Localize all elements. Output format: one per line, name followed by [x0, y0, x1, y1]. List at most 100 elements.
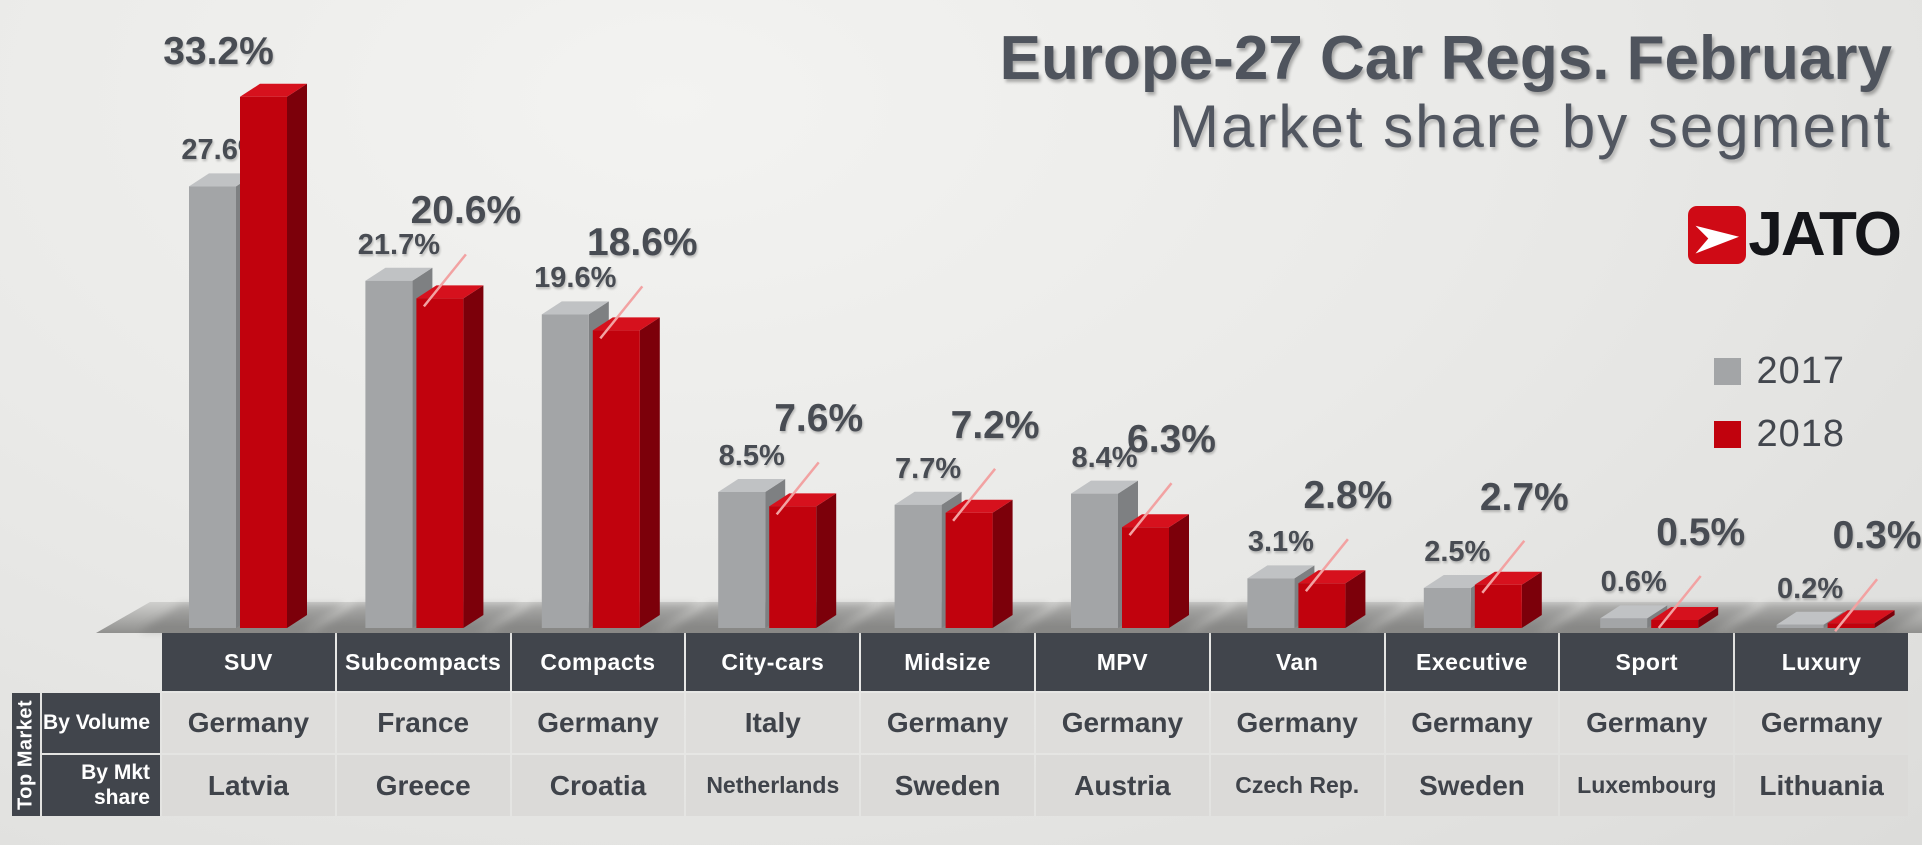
- value-label-2017-city-cars: 8.5%: [718, 440, 785, 472]
- bar-2018-sport: [1651, 607, 1719, 628]
- value-label-2017-van: 3.1%: [1247, 526, 1314, 559]
- cell-by-mkt-share-midsize: Sweden: [861, 755, 1034, 816]
- cell-by-mkt-share-compacts: Croatia: [511, 755, 685, 816]
- cell-by-volume-van: Germany: [1210, 693, 1384, 753]
- title-block: Europe-27 Car Regs. February Market shar…: [1000, 26, 1892, 158]
- bar-2018-midsize: [945, 499, 1013, 628]
- floor-shadow-executive: [1373, 604, 1580, 632]
- cell-by-volume-mpv: Germany: [1036, 693, 1209, 753]
- bar-2018-luxury: [1827, 610, 1895, 628]
- value-label-2018-suv: 33.2%: [163, 29, 274, 73]
- column-header-sport: Sport: [1560, 633, 1734, 691]
- value-label-2017-subcompacts: 21.7%: [357, 228, 441, 261]
- cell-by-mkt-share-city-cars: Netherlands: [686, 755, 860, 816]
- value-label-2018-subcompacts: 20.6%: [410, 189, 522, 233]
- bar-2017-van: [1247, 565, 1315, 628]
- legend-label-2017: 2017: [1756, 350, 1845, 392]
- floor-shadow-sport: [1550, 604, 1757, 632]
- value-label-2017-mpv: 8.4%: [1071, 441, 1138, 474]
- bar-2018-suv: [240, 83, 307, 629]
- cell-by-volume-subcompacts: France: [336, 693, 510, 753]
- value-label-2018-compacts: 18.6%: [587, 221, 698, 265]
- bar-2017-executive: [1423, 575, 1491, 628]
- value-label-2017-sport: 0.6%: [1600, 566, 1667, 599]
- floor-shadow-subcompacts: [315, 604, 522, 632]
- column-header-subcompacts: Subcompacts: [336, 633, 510, 691]
- row-label-by-volume: By Volume: [42, 693, 160, 753]
- table-corner-spacer: [12, 633, 160, 691]
- chart-title: Europe-27 Car Regs. February: [999, 24, 1892, 93]
- cell-by-volume-sport: Germany: [1560, 693, 1734, 753]
- value-label-2017-executive: 2.5%: [1424, 536, 1491, 568]
- value-label-2018-luxury: 0.3%: [1832, 514, 1922, 558]
- column-header-luxury: Luxury: [1735, 633, 1908, 691]
- floor-shadow-van: [1197, 604, 1404, 632]
- value-label-2017-compacts: 19.6%: [534, 262, 617, 295]
- leader-line-midsize: [952, 468, 997, 522]
- top-market-table: SUV Subcompacts Compacts City-cars Midsize MP…: [12, 633, 1908, 816]
- bar-2018-city-cars: [769, 493, 837, 628]
- bar-2018-mpv: [1122, 514, 1189, 628]
- column-header-city-cars: City-cars: [686, 633, 860, 691]
- cell-by-volume-city-cars: Italy: [686, 693, 860, 753]
- legend-label-2018: 2018: [1756, 413, 1845, 455]
- bar-2017-sport: [1600, 605, 1668, 628]
- cell-by-volume-luxury: Germany: [1735, 693, 1908, 753]
- bar-2017-suv: [189, 173, 256, 628]
- cell-by-mkt-share-mpv: Austria: [1036, 755, 1209, 816]
- cell-by-volume-midsize: Germany: [861, 693, 1034, 753]
- legend-item-2017: 2017: [1714, 350, 1845, 393]
- cell-by-volume-compacts: Germany: [511, 693, 685, 753]
- leader-line-sport: [1657, 575, 1702, 629]
- value-label-2018-van: 2.8%: [1303, 474, 1393, 518]
- bar-2018-compacts: [592, 317, 660, 628]
- floor-shadow-luxury: [1726, 604, 1922, 632]
- value-label-2018-city-cars: 7.6%: [774, 397, 864, 441]
- legend-item-2018: 2018: [1714, 413, 1845, 456]
- value-label-2017-luxury: 0.2%: [1777, 572, 1844, 605]
- column-header-midsize: Midsize: [861, 633, 1034, 691]
- bar-2018-executive: [1474, 571, 1542, 628]
- cell-by-volume-suv: Germany: [162, 693, 335, 753]
- cell-by-mkt-share-van: Czech Rep.: [1210, 755, 1384, 816]
- value-label-2018-executive: 2.7%: [1479, 475, 1569, 519]
- top-market-vertical-label: Top Market: [12, 693, 40, 816]
- leader-line-executive: [1481, 540, 1526, 594]
- legend-swatch-2017: [1714, 358, 1742, 385]
- floor-shadow-compacts: [491, 604, 698, 632]
- column-header-mpv: MPV: [1036, 633, 1209, 691]
- bar-2018-van: [1298, 570, 1366, 628]
- bar-2017-midsize: [894, 491, 962, 628]
- column-header-suv: SUV: [162, 633, 335, 691]
- bar-2017-subcompacts: [365, 267, 433, 628]
- jato-logo-text: JATO: [1748, 200, 1902, 269]
- leader-line-luxury: [1834, 578, 1879, 632]
- cell-by-mkt-share-subcompacts: Greece: [336, 755, 510, 816]
- bar-2017-city-cars: [718, 479, 786, 628]
- leader-line-city-cars: [775, 461, 820, 516]
- chart-legend: 2017 2018: [1714, 350, 1845, 456]
- value-label-2017-midsize: 7.7%: [895, 452, 962, 485]
- cell-by-mkt-share-executive: Sweden: [1385, 755, 1559, 816]
- leader-line-compacts: [599, 285, 644, 340]
- jato-logo: JATO: [1688, 200, 1902, 269]
- row-label-by-mkt-share: By Mkt share: [42, 755, 160, 816]
- chart-subtitle: Market share by segment: [1169, 93, 1892, 161]
- cell-by-mkt-share-suv: Latvia: [162, 755, 335, 816]
- leader-line-mpv: [1128, 482, 1173, 536]
- cell-by-mkt-share-sport: Luxembourg: [1560, 755, 1734, 816]
- jato-arrow-icon: [1688, 206, 1747, 264]
- column-header-van: Van: [1210, 633, 1384, 691]
- floor-shadow-suv: [139, 604, 345, 632]
- cell-by-mkt-share-luxury: Lithuania: [1735, 755, 1908, 816]
- value-label-2017-suv: 27.6%: [181, 134, 264, 167]
- chart-floor: [96, 602, 1922, 633]
- bar-2017-compacts: [541, 301, 609, 628]
- bar-2018-subcompacts: [416, 285, 484, 628]
- value-label-2018-mpv: 6.3%: [1127, 418, 1216, 462]
- cell-by-volume-executive: Germany: [1385, 693, 1559, 753]
- value-label-2018-midsize: 7.2%: [950, 403, 1040, 447]
- leader-line-van: [1304, 538, 1349, 592]
- column-header-executive: Executive: [1385, 633, 1559, 691]
